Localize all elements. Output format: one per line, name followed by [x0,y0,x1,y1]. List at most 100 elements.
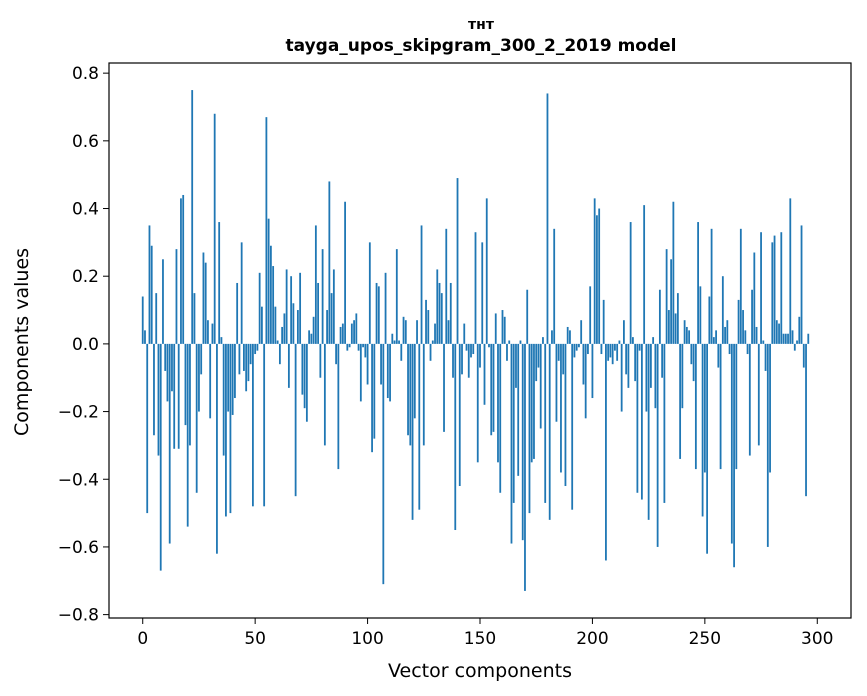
bar-33 [216,343,218,554]
bar-269 [746,343,749,355]
bar-266 [739,228,742,344]
bar-27 [202,252,205,344]
bar-19 [184,343,187,426]
bar-155 [490,343,493,436]
bar-86 [335,343,337,365]
bar-184 [555,343,558,422]
bar-180 [546,93,549,344]
y-tick-label: −0.8 [58,606,99,626]
bar-250 [703,343,706,473]
bar-1 [144,330,146,344]
bar-34 [218,222,221,344]
bar-101 [368,242,371,344]
bar-172 [528,343,531,514]
bar-46 [245,343,248,392]
bar-146 [470,343,472,358]
bar-121 [413,343,416,419]
bar-284 [780,232,783,344]
bar-224 [645,343,648,412]
bar-175 [535,343,538,382]
bar-251 [706,343,708,554]
y-tick-label: −0.4 [58,470,99,490]
bar-132 [438,282,441,344]
x-tick-label: 50 [244,629,266,649]
bar-209 [611,343,614,365]
bar-100 [366,343,369,385]
bar-292 [798,316,801,344]
bar-255 [715,330,717,344]
bar-267 [742,310,744,344]
bar-38 [227,343,230,412]
bar-257 [719,343,722,470]
bar-29 [207,320,209,344]
bar-52 [258,272,261,344]
bar-280 [771,242,774,344]
bar-57 [269,245,272,344]
bar-149 [476,343,479,463]
bar-139 [454,343,457,531]
bar-41 [234,343,236,399]
bar-232 [663,343,666,503]
bar-162 [506,343,508,361]
bar-74 [308,330,311,344]
bar-276 [762,340,765,344]
bar-246 [694,343,697,470]
bar-54 [263,343,266,507]
bar-189 [566,326,569,344]
bar-131 [436,269,439,344]
bar-32 [213,113,216,344]
bar-156 [492,343,495,432]
bar-87 [337,343,340,470]
bar-82 [326,310,328,344]
bar-4 [150,245,153,344]
bar-214 [623,320,625,344]
bar-117 [404,320,407,344]
bar-170 [524,343,526,591]
bar-192 [573,343,576,358]
bar-135 [445,228,448,344]
bar-110 [389,343,391,402]
bar-18 [182,194,185,344]
bar-63 [283,313,286,344]
bar-185 [557,343,560,361]
bar-229 [656,343,659,547]
bar-188 [564,343,567,487]
bar-89 [341,323,344,344]
bar-195 [580,320,583,344]
bar-286 [784,333,787,344]
bar-219 [634,343,637,382]
bar-70 [299,272,302,344]
bar-223 [643,205,646,344]
bar-59 [274,306,277,344]
bar-159 [499,343,502,493]
bar-126 [425,299,427,344]
bar-157 [494,313,497,344]
bar-289 [791,330,794,344]
bar-2 [146,343,149,514]
bar-178 [542,337,544,344]
bar-48 [249,343,252,365]
bar-56 [267,218,270,344]
bar-213 [620,343,623,412]
bar-183 [553,228,556,344]
x-tick-label: 300 [801,629,833,649]
bar-291 [796,340,798,344]
bar-39 [229,343,232,514]
bar-53 [261,306,263,344]
bar-144 [465,343,468,351]
bar-179 [544,343,547,503]
bar-93 [350,323,353,344]
bar-68 [294,343,297,497]
bar-154 [488,343,490,348]
bar-44 [240,242,243,344]
bar-120 [411,343,414,520]
bar-30 [209,343,212,419]
bar-133 [440,293,443,344]
bar-114 [398,340,400,344]
bar-112 [393,340,396,344]
bar-252 [708,296,711,344]
y-tick-label: 0.0 [72,335,99,355]
bar-77 [314,225,317,344]
x-tick-label: 100 [351,629,383,649]
bar-215 [625,343,628,375]
